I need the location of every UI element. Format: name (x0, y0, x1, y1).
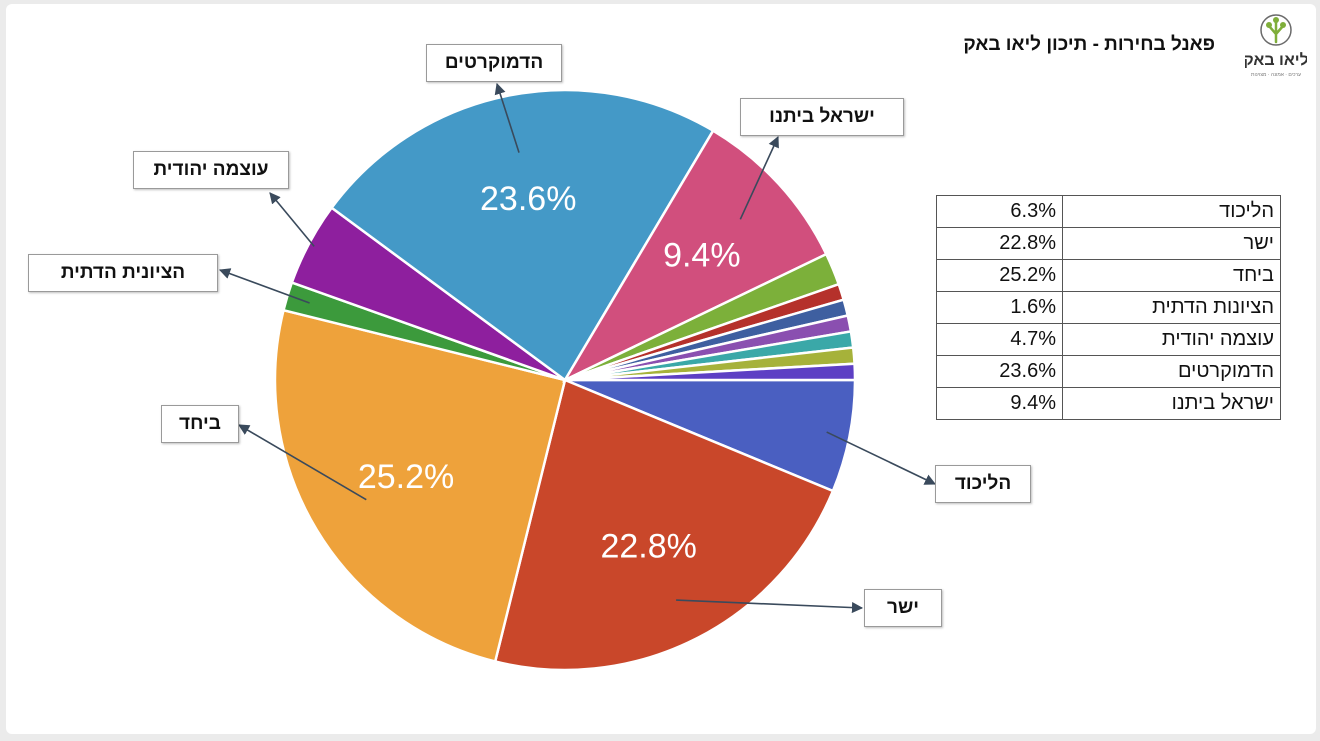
table-cell-value: 9.4% (936, 387, 1063, 420)
table-cell-party: הדמוקרטים (1062, 355, 1281, 388)
slice-value-label: 25.2% (358, 458, 454, 496)
table-row: 25.2% ביחד (936, 259, 1281, 292)
callout-otzma-yehudit: עוצמה יהודית (133, 151, 289, 189)
table-row: 23.6% הדמוקרטים (936, 355, 1281, 388)
table-row: 22.8% ישר (936, 227, 1281, 260)
callout-democrats: הדמוקרטים (426, 44, 562, 82)
pie-slice (561, 128, 828, 383)
results-table: 6.3% הליכוד 22.8% ישר 25.2% ביחד 1.6% הצ… (936, 195, 1281, 420)
table-cell-value: 25.2% (936, 259, 1063, 292)
tree-logo-icon: ליאו באק ערכים · אמונה · מצוינות (1243, 14, 1309, 78)
table-cell-value: 4.7% (936, 323, 1063, 356)
page-title: פאנל בחירות - תיכון ליאו באק (963, 34, 1215, 55)
table-cell-party: ישר (1062, 227, 1281, 260)
slice-value-label: 22.8% (600, 528, 696, 566)
table-cell-value: 23.6% (936, 355, 1063, 388)
callout-connector (218, 268, 310, 304)
table-row: 1.6% הציונות הדתית (936, 291, 1281, 324)
callout-religious-zionism: הציונית הדתית (28, 254, 218, 292)
table-row: 9.4% ישראל ביתנו (936, 387, 1281, 420)
logo-text: ליאו באק (1245, 51, 1307, 69)
callout-connector (676, 599, 864, 614)
slice-value-label: 9.4% (663, 237, 741, 275)
callout-connector (739, 135, 779, 220)
logo-subtext: ערכים · אמונה · מצוינות (1251, 72, 1301, 78)
pie-slice (273, 308, 567, 663)
pie-slice (329, 88, 715, 382)
callout-connector (494, 82, 520, 153)
table-row: 4.7% עוצמה יהודית (936, 323, 1281, 356)
pie-slice (564, 362, 857, 382)
slice-value-label: 23.6% (480, 180, 576, 218)
table-cell-value: 6.3% (936, 195, 1063, 228)
table-cell-party: ביחד (1062, 259, 1281, 292)
callout-connector (238, 424, 367, 501)
table-cell-party: הליכוד (1062, 195, 1281, 228)
pie-slice (493, 378, 835, 672)
callout-likud: הליכוד (935, 465, 1031, 503)
table-cell-party: עוצמה יהודית (1062, 323, 1281, 356)
school-logo: ליאו באק ערכים · אמונה · מצוינות (1243, 12, 1309, 82)
callout-israel-beiteinu: ישראל ביתנו (740, 98, 904, 136)
callout-yashar: ישר (864, 589, 942, 627)
callout-connector (269, 192, 315, 247)
table-cell-party: ישראל ביתנו (1062, 387, 1281, 420)
pie-slice (564, 378, 857, 493)
table-cell-party: הציונות הדתית (1062, 291, 1281, 324)
table-cell-value: 22.8% (936, 227, 1063, 260)
table-row: 6.3% הליכוד (936, 195, 1281, 228)
callout-together: ביחד (161, 405, 239, 443)
table-cell-value: 1.6% (936, 291, 1063, 324)
callout-connector (826, 431, 937, 485)
